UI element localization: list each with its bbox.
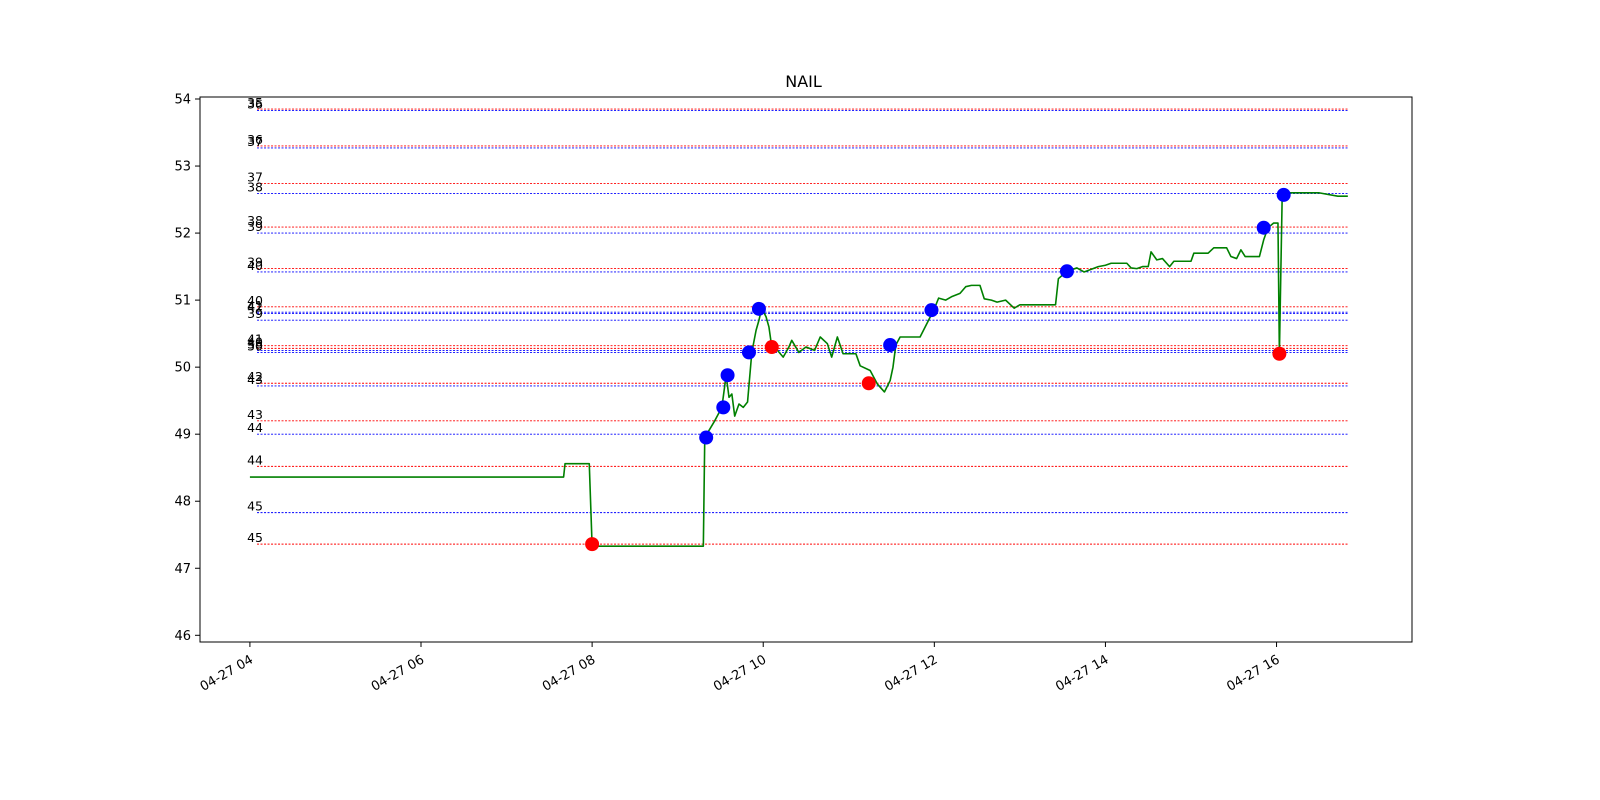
sell-marker	[1272, 346, 1287, 361]
x-tick-label: 04-27 16	[1224, 652, 1282, 694]
level-label: 39	[247, 255, 263, 270]
y-tick-label: 49	[174, 428, 191, 443]
level-label: 44	[247, 420, 263, 435]
level-label: 40	[247, 334, 263, 349]
price-line	[249, 192, 1348, 547]
buy-marker	[1256, 220, 1271, 235]
sell-marker	[861, 376, 876, 391]
buy-marker	[751, 301, 766, 316]
buy-marker	[1276, 187, 1291, 202]
level-label: 42	[247, 369, 263, 384]
level-label: 42	[247, 300, 263, 315]
buy-marker	[741, 345, 756, 360]
level-label: 36	[247, 96, 263, 111]
buy-marker	[924, 303, 939, 318]
buy-marker	[720, 368, 735, 383]
buy-marker	[883, 338, 898, 353]
x-tick-label: 04-27 06	[369, 652, 427, 694]
axes: 46 47 48 49 50 51 52 53 54 04-27 04 04-27 06 04-27 …	[174, 93, 1413, 695]
level-label: 43	[247, 372, 263, 387]
level-label: 39	[247, 219, 263, 234]
level-label: 38	[247, 180, 263, 195]
y-tick-label: 48	[174, 495, 191, 510]
x-tick-label: 04-27 12	[882, 652, 940, 694]
y-tick-label: 46	[174, 629, 191, 644]
level-label: 39	[247, 306, 263, 321]
x-tick-label: 04-27 08	[540, 652, 598, 694]
y-tick-label: 54	[174, 93, 191, 108]
plot-frame	[199, 96, 1413, 643]
level-label: 41	[247, 298, 263, 313]
trade-markers	[585, 187, 1291, 552]
buy-marker	[716, 400, 731, 415]
sell-marker	[764, 340, 779, 355]
sell-marker	[585, 537, 600, 552]
level-label: 37	[247, 169, 263, 184]
level-label: 43	[247, 407, 263, 422]
level-label: 44	[247, 452, 263, 467]
y-tick-label: 50	[174, 361, 191, 376]
x-tick-label: 04-27 10	[711, 652, 769, 694]
price-series	[249, 192, 1348, 547]
y-tick-label: 47	[174, 562, 191, 577]
y-tick-label: 53	[174, 160, 191, 175]
level-label: 40	[247, 293, 263, 308]
x-tick-label: 04-27 04	[198, 652, 256, 694]
level-label: 35	[247, 95, 263, 110]
buy-marker	[1059, 264, 1074, 279]
chart-title: NAIL	[785, 72, 822, 91]
level-label: 38	[247, 213, 263, 228]
level-label: 41	[247, 332, 263, 347]
level-lines: 3536363737383839394040414239414038504243…	[247, 95, 1348, 545]
buy-marker	[699, 430, 714, 445]
level-label: 37	[247, 134, 263, 149]
level-label: 36	[247, 132, 263, 147]
level-label: 38	[247, 336, 263, 351]
level-label: 50	[247, 338, 263, 353]
x-tick-label: 04-27 14	[1053, 652, 1111, 694]
level-label: 40	[247, 258, 263, 273]
y-tick-label: 52	[174, 227, 191, 242]
y-tick-label: 51	[174, 294, 191, 309]
level-label: 45	[247, 499, 263, 514]
level-label: 45	[247, 530, 263, 545]
